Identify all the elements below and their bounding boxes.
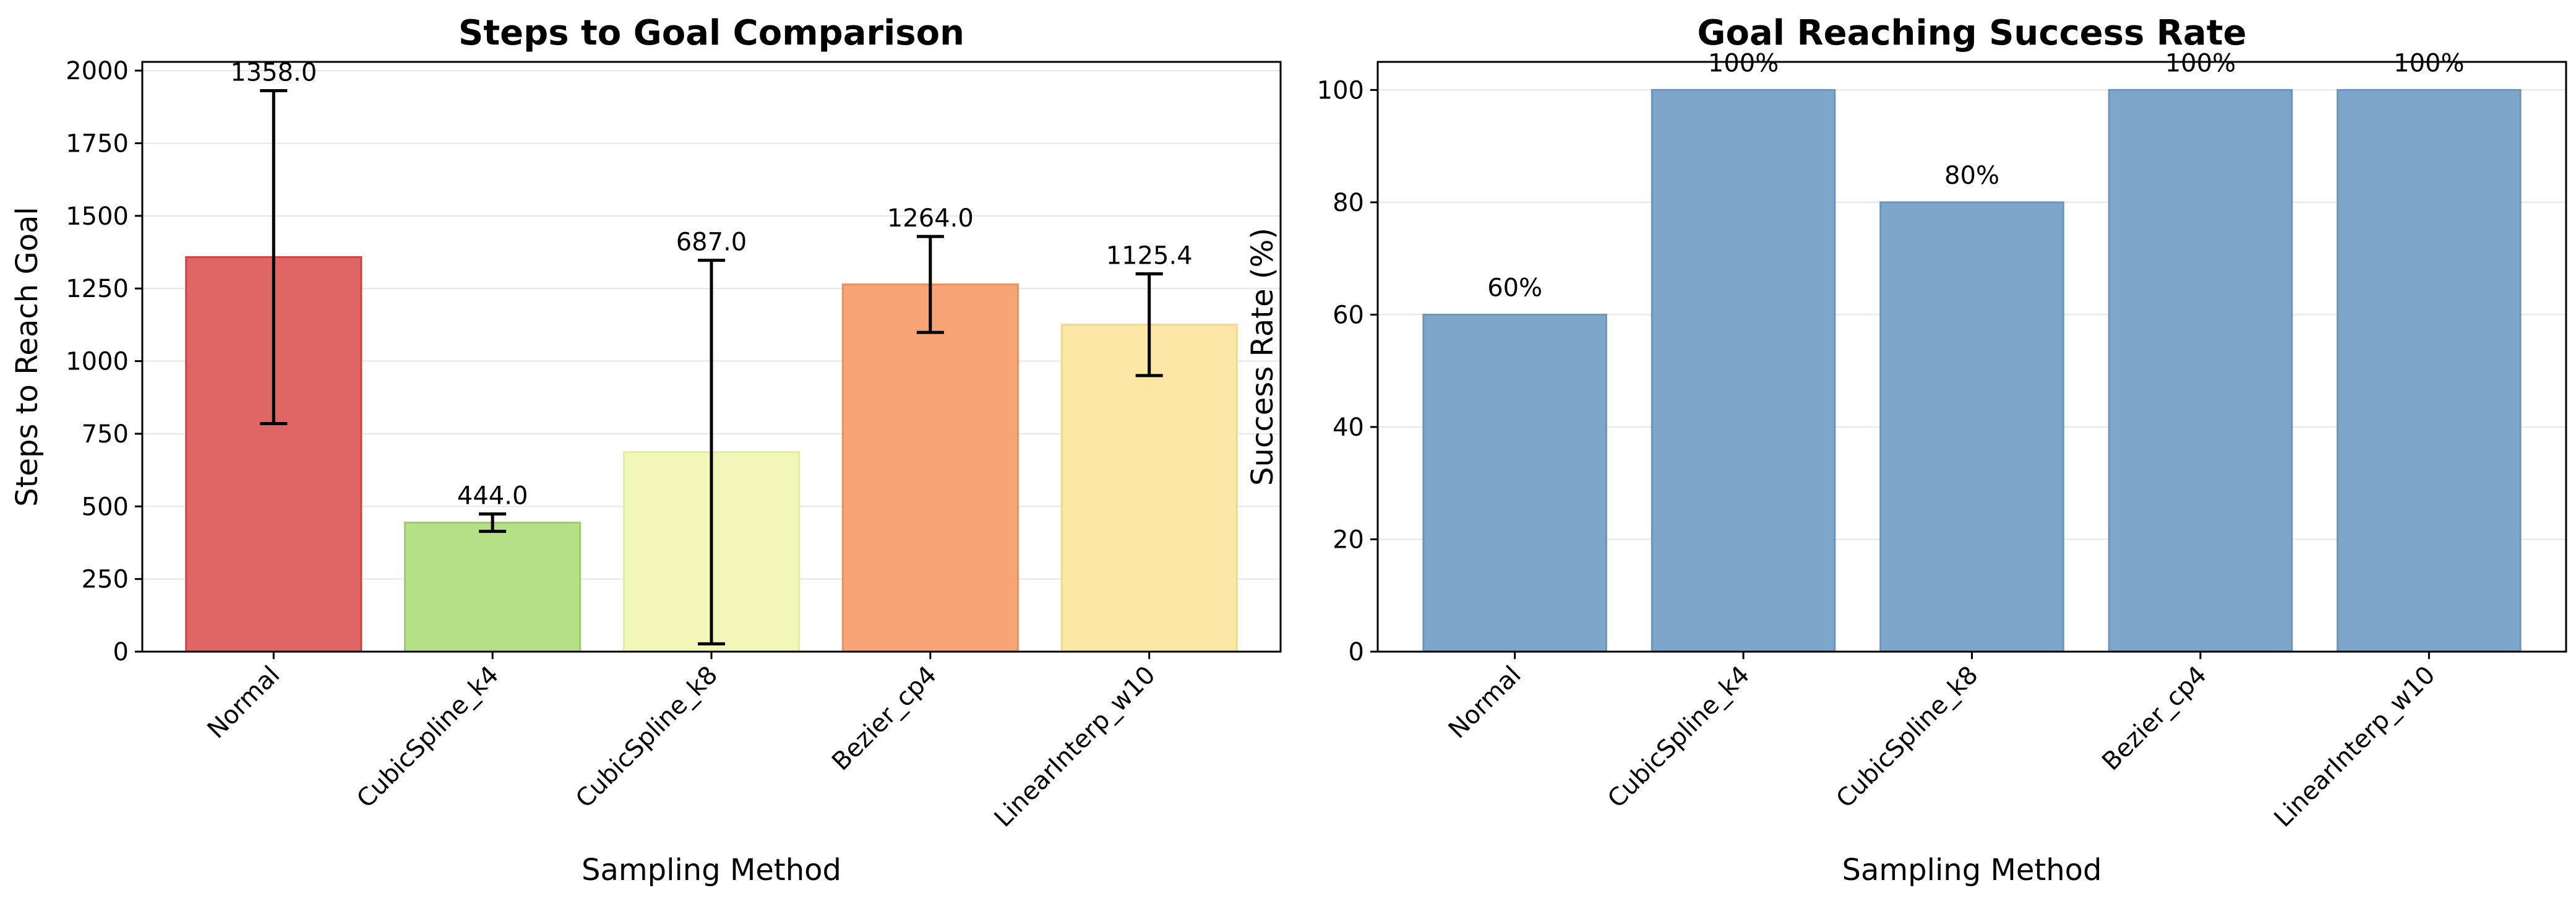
x-axis-label: Sampling Method: [1842, 853, 2102, 887]
y-tick-label: 60: [1333, 301, 1364, 329]
y-tick-label: 100: [1317, 76, 1364, 105]
bar-cubicspline-k4: [404, 522, 582, 653]
y-tick-label: 0: [113, 638, 129, 667]
x-tick-label: Normal: [202, 661, 286, 744]
chart-title: Steps to Goal Comparison: [458, 13, 964, 53]
y-tick-label: 500: [82, 493, 129, 521]
y-tick-label: 250: [82, 566, 129, 594]
data-label: 1125.4: [1106, 242, 1193, 270]
y-axis-label: Steps to Reach Goal: [10, 207, 45, 507]
steps-to-goal-chart: 1358.0 444.0 687.0 1264.0 1125.4 0 250 500 750 10…: [10, 13, 1282, 887]
x-tick-label: Normal: [1443, 661, 1527, 744]
y-tick-label: 20: [1333, 525, 1364, 554]
x-tick-label: CubicSpline_k8: [1831, 661, 1984, 814]
data-label: 100%: [2165, 49, 2236, 77]
y-tick-label: 2000: [66, 57, 129, 85]
bar-bezier-cp4: [2108, 88, 2293, 653]
y-tick-label: 1000: [66, 348, 129, 376]
y-tick-label: 40: [1333, 413, 1364, 442]
y-tick-label: 1750: [66, 129, 129, 158]
bar-linearinterp-w10: [2337, 88, 2522, 653]
success-rate-chart: 60% 100% 80% 100% 100% 0 20 40 60 80 100 Normal Cubi…: [1245, 13, 2567, 887]
data-label: 444.0: [457, 481, 528, 510]
x-tick-label: CubicSpline_k8: [570, 661, 723, 814]
y-tick-label: 0: [1349, 638, 1364, 667]
data-label: 80%: [1944, 162, 1999, 190]
data-label: 100%: [1708, 49, 1779, 77]
data-label: 60%: [1487, 274, 1542, 302]
data-label: 1264.0: [887, 204, 974, 233]
bar-bezier-cp4: [841, 283, 1019, 653]
data-label: 100%: [2394, 49, 2464, 77]
x-axis-label: Sampling Method: [582, 853, 841, 887]
y-tick-label: 1500: [66, 202, 129, 231]
x-tick-label: CubicSpline_k4: [351, 661, 504, 814]
x-tick-label: LinearInterp_w10: [2269, 661, 2441, 833]
data-label: 1358.0: [230, 58, 317, 87]
bar-cubicspline-k4: [1651, 88, 1836, 653]
data-label: 687.0: [676, 228, 747, 257]
x-tick-label: LinearInterp_w10: [989, 661, 1161, 833]
y-tick-label: 80: [1333, 189, 1364, 217]
y-tick-label: 750: [82, 420, 129, 449]
chart-title: Goal Reaching Success Rate: [1698, 13, 2247, 53]
y-tick-label: 1250: [66, 275, 129, 303]
bar-normal: [1422, 313, 1607, 653]
x-tick-label: CubicSpline_k4: [1602, 661, 1755, 814]
y-axis-label: Success Rate (%): [1245, 228, 1280, 486]
bar-cubicspline-k8: [1879, 201, 2064, 653]
x-tick-label: Bezier_cp4: [2097, 661, 2212, 777]
x-tick-label: Bezier_cp4: [826, 661, 942, 777]
